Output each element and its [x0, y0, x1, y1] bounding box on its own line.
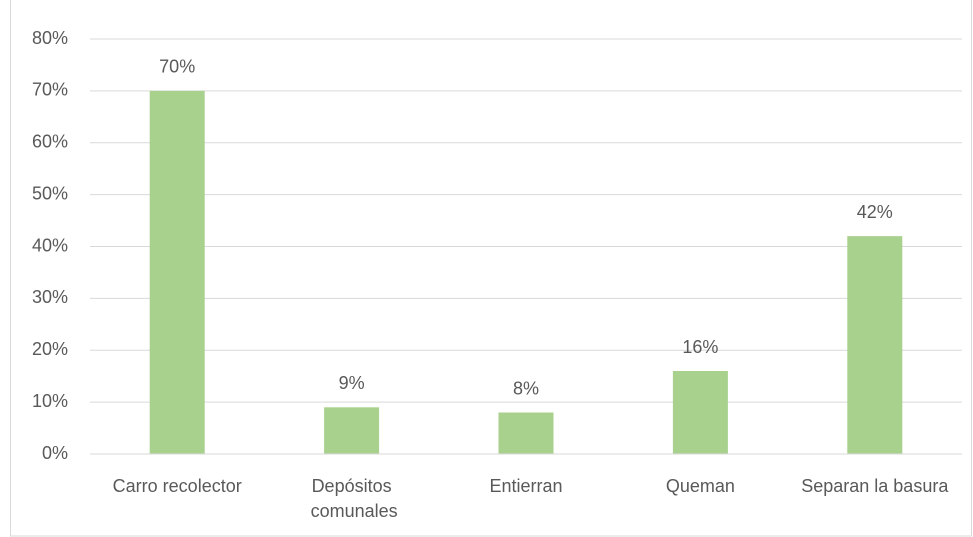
- data-label: 16%: [682, 337, 718, 357]
- data-label: 42%: [857, 202, 893, 222]
- data-label: 9%: [339, 373, 365, 393]
- data-label: 70%: [159, 57, 195, 77]
- x-tick-label: Depósitos comunales: [306, 476, 398, 521]
- bar: [149, 90, 205, 454]
- y-tick-label: 60%: [32, 132, 68, 152]
- bar: [324, 407, 380, 454]
- bar: [672, 371, 728, 454]
- x-tick-label: Carro recolector: [113, 476, 242, 496]
- y-tick-label: 10%: [32, 391, 68, 411]
- y-tick-label: 0%: [42, 443, 68, 463]
- y-tick-label: 50%: [32, 183, 68, 203]
- y-tick-label: 80%: [32, 28, 68, 48]
- y-tick-label: 30%: [32, 287, 68, 307]
- y-tick-label: 40%: [32, 235, 68, 255]
- y-tick-label: 70%: [32, 80, 68, 100]
- x-tick-label: Entierran: [489, 476, 562, 496]
- data-label: 8%: [513, 378, 539, 398]
- x-tick-label: Separan la basura: [801, 476, 949, 496]
- y-tick-label: 20%: [32, 339, 68, 359]
- bar: [847, 236, 903, 454]
- bar: [498, 412, 554, 454]
- x-tick-label: Queman: [666, 476, 735, 496]
